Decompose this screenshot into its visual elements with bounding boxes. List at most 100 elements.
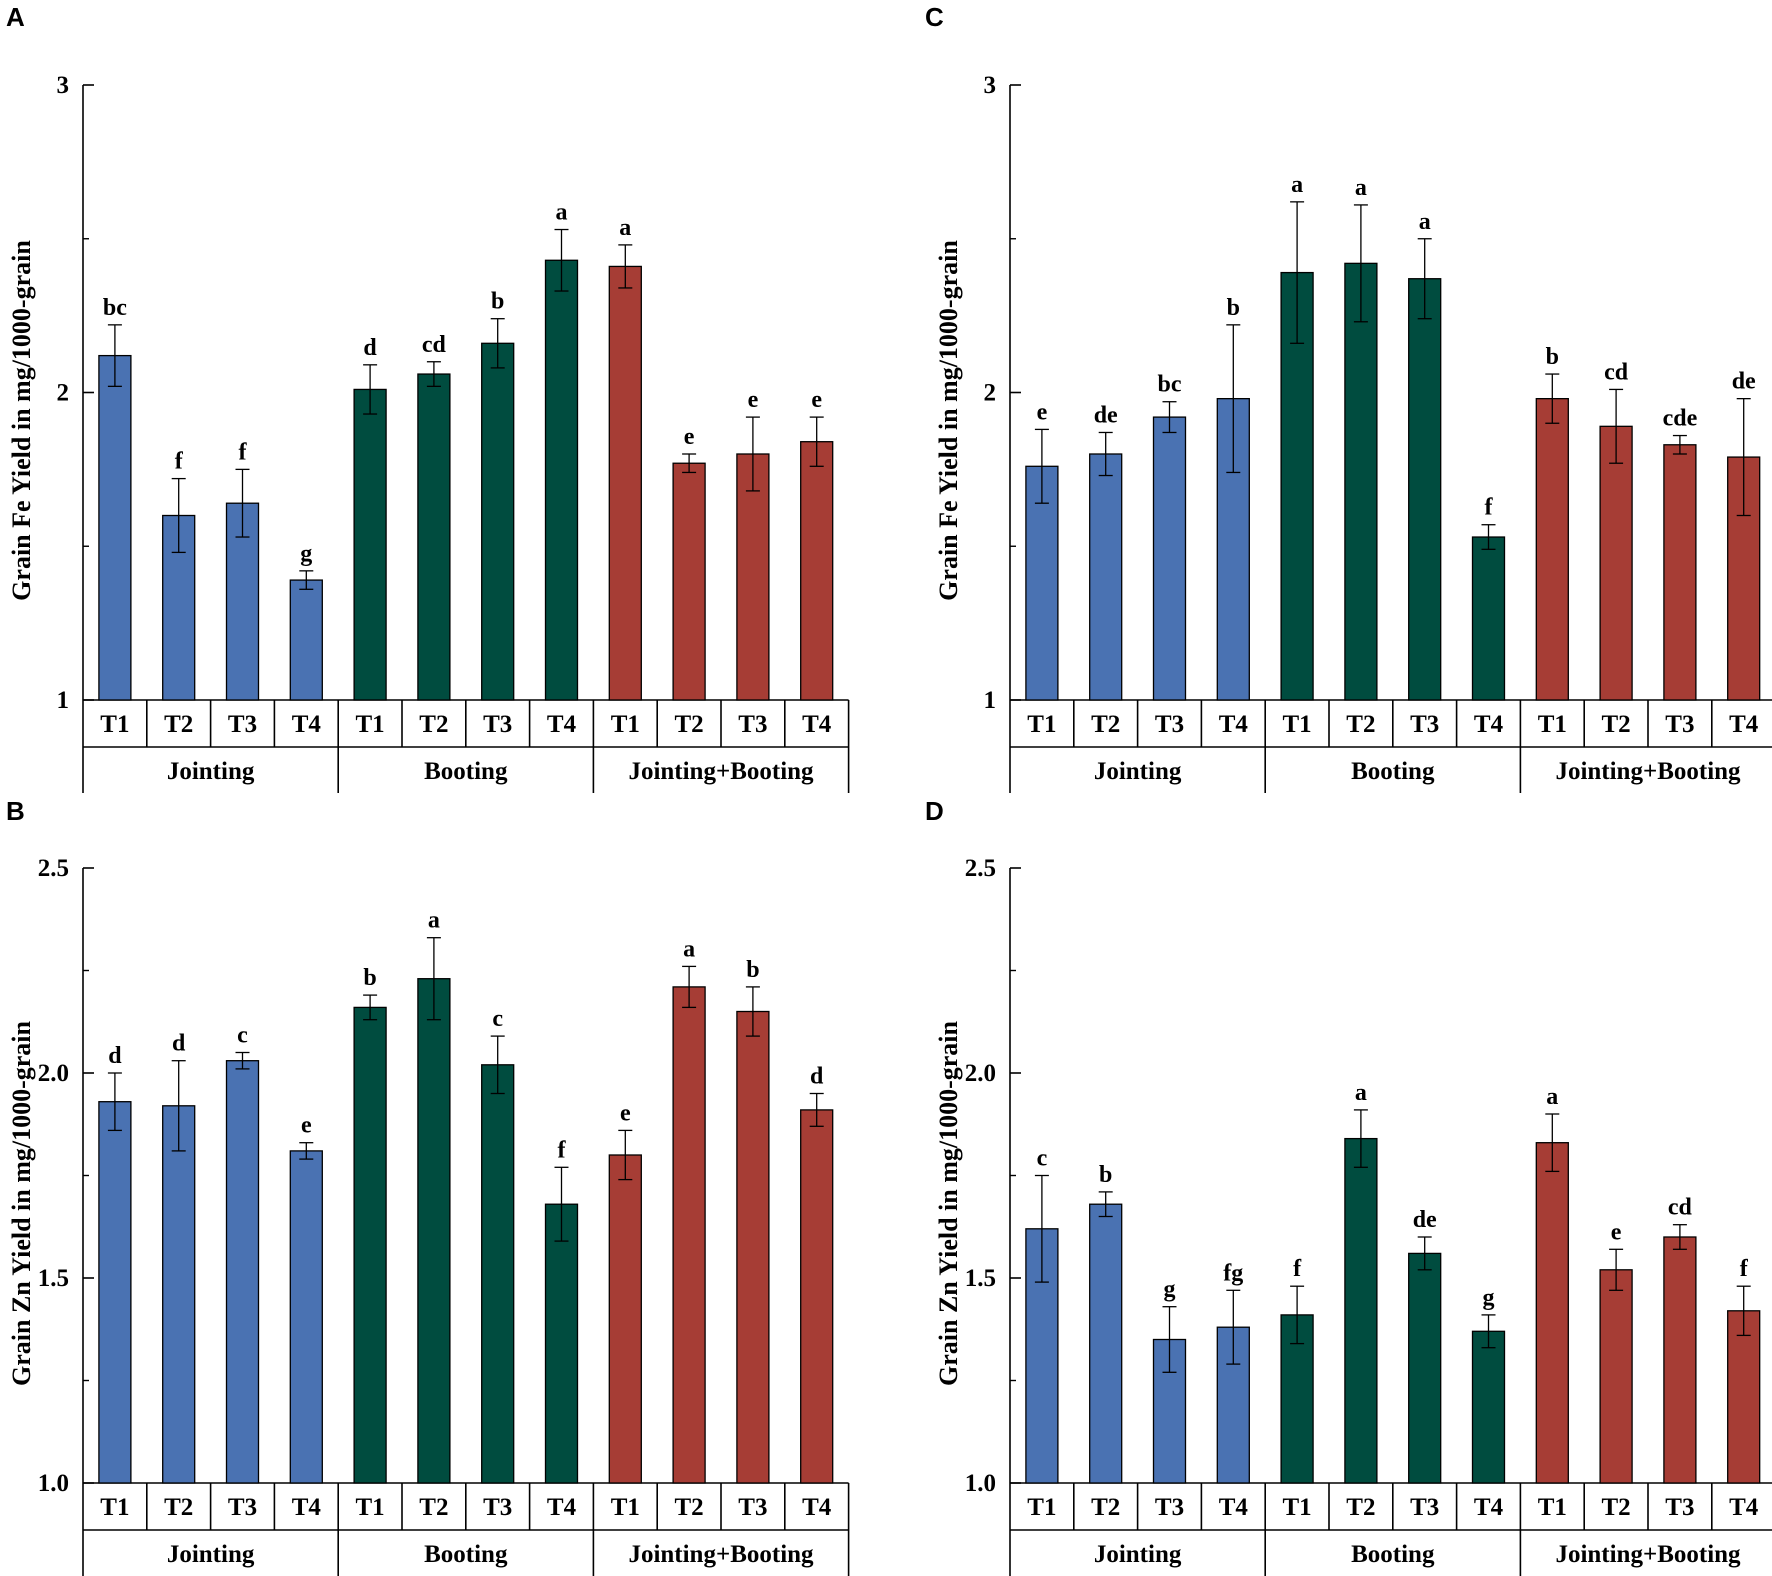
category-label: T2: [675, 711, 704, 738]
y-tick-label: 1.0: [965, 1470, 996, 1497]
bar-Jointing+Booting-T2: [672, 986, 706, 1484]
bar-Booting-T3: [481, 342, 515, 701]
bar-Jointing-T1: [1025, 1228, 1059, 1484]
significance-letter: de: [1732, 369, 1756, 395]
bar-Booting-T4: [544, 1203, 579, 1484]
category-label: T2: [1346, 711, 1375, 738]
bar-Jointing-T1: [98, 1101, 132, 1484]
significance-letter: cde: [1663, 406, 1698, 432]
category-label: T1: [1027, 711, 1056, 738]
category-label: T2: [1602, 1494, 1631, 1521]
y-tick-label: 2.0: [965, 1060, 996, 1087]
group-label: Booting: [1351, 758, 1435, 785]
category-label: T2: [419, 1494, 448, 1521]
group-label: Jointing: [167, 1541, 255, 1568]
bar-Booting-T4: [1471, 1330, 1506, 1484]
bar-Jointing+Booting-T4: [1727, 1310, 1761, 1484]
significance-letter: a: [1546, 1084, 1558, 1110]
bar-Jointing+Booting-T1: [1535, 1142, 1569, 1484]
category-label: T1: [1538, 1494, 1567, 1521]
category-label: T2: [164, 1494, 193, 1521]
bar-Jointing+Booting-T3: [736, 1010, 770, 1484]
significance-letter: d: [363, 335, 377, 361]
category-label: T1: [1283, 1494, 1312, 1521]
bar-Jointing+Booting-T4: [800, 1109, 834, 1484]
category-label: T3: [1665, 1494, 1694, 1521]
bar-Jointing-T2: [162, 1105, 196, 1484]
y-tick-label: 2.5: [38, 855, 69, 882]
y-tick-label: 3: [57, 72, 70, 99]
significance-letter: f: [1485, 495, 1494, 521]
panel-label: C: [925, 2, 944, 32]
significance-letter: g: [300, 541, 312, 567]
group-label: Jointing: [167, 758, 255, 785]
bar-Jointing+Booting-T2: [672, 462, 706, 701]
category-label: T4: [802, 711, 832, 738]
category-label: T2: [1602, 711, 1631, 738]
category-label: T4: [547, 1494, 577, 1521]
category-label: T3: [1155, 711, 1184, 738]
significance-letter: g: [1164, 1277, 1176, 1303]
significance-letter: bc: [103, 295, 127, 321]
category-label: T1: [1283, 711, 1312, 738]
category-label: T3: [483, 711, 512, 738]
category-label: T1: [1538, 711, 1567, 738]
significance-letter: e: [620, 1100, 631, 1126]
category-label: T1: [611, 711, 640, 738]
significance-letter: a: [556, 200, 568, 226]
significance-letter: cd: [1668, 1195, 1693, 1221]
significance-letter: b: [491, 289, 504, 315]
bar-Booting-T3: [1408, 1252, 1442, 1484]
category-label: T3: [1665, 711, 1694, 738]
significance-letter: d: [108, 1043, 122, 1069]
significance-letter: a: [1355, 1080, 1367, 1106]
category-label: T3: [483, 1494, 512, 1521]
y-axis-title: Grain Fe Yield in mg/1000-grain: [934, 240, 963, 601]
bar-Jointing-T3: [1152, 416, 1187, 701]
category-label: T4: [1219, 1494, 1249, 1521]
significance-letter: e: [301, 1113, 312, 1139]
panel-B: B 1.0 1.5 2.0 2.5 Grain Zn Yield in mg/1000-g…: [6, 796, 850, 1576]
significance-letter: f: [175, 449, 184, 475]
significance-letter: e: [748, 387, 759, 413]
category-label: T4: [547, 711, 577, 738]
group-label: Booting: [424, 758, 508, 785]
bar-Jointing-T1: [1025, 465, 1059, 701]
bar-Booting-T3: [1408, 278, 1442, 701]
category-label: T3: [1155, 1494, 1184, 1521]
panel-D: D 1.0 1.5 2.0 2.5 Grain Zn Yield in mg/1000-g…: [925, 796, 1772, 1576]
category-label: T4: [1474, 711, 1504, 738]
y-tick-label: 2.0: [38, 1060, 69, 1087]
y-axis-title: Grain Fe Yield in mg/1000-grain: [7, 240, 36, 601]
significance-letter: a: [619, 215, 631, 241]
category-label: T1: [356, 711, 385, 738]
bar-Booting-T2: [417, 978, 451, 1484]
category-label: T3: [228, 1494, 257, 1521]
bar-Jointing+Booting-T2: [1599, 1269, 1633, 1484]
significance-letter: b: [1099, 1162, 1112, 1188]
bar-Booting-T2: [1344, 1137, 1378, 1484]
category-label: T4: [1729, 711, 1759, 738]
panel-label: B: [6, 796, 25, 826]
significance-letter: e: [1037, 399, 1048, 425]
y-tick-label: 2: [984, 380, 997, 407]
significance-letter: f: [1740, 1256, 1749, 1282]
category-label: T2: [419, 711, 448, 738]
category-label: T4: [1474, 1494, 1504, 1521]
bar-Booting-T4: [1471, 536, 1506, 701]
significance-letter: a: [1291, 172, 1303, 198]
bar-Jointing-T2: [1089, 453, 1123, 701]
panel-C: C 1 2 3 Grain Fe Yield in mg/1000-grain e T1 de…: [925, 2, 1772, 793]
significance-letter: f: [558, 1137, 567, 1163]
significance-letter: de: [1094, 402, 1118, 428]
group-label: Booting: [1351, 1541, 1435, 1568]
bar-Booting-T1: [353, 388, 387, 701]
group-label: Jointing+Booting: [1555, 1541, 1741, 1568]
category-label: T1: [100, 1494, 129, 1521]
bar-Jointing+Booting-T4: [800, 441, 834, 701]
category-label: T3: [228, 711, 257, 738]
y-tick-label: 1: [984, 687, 997, 714]
category-label: T2: [1346, 1494, 1375, 1521]
y-tick-label: 3: [984, 72, 997, 99]
